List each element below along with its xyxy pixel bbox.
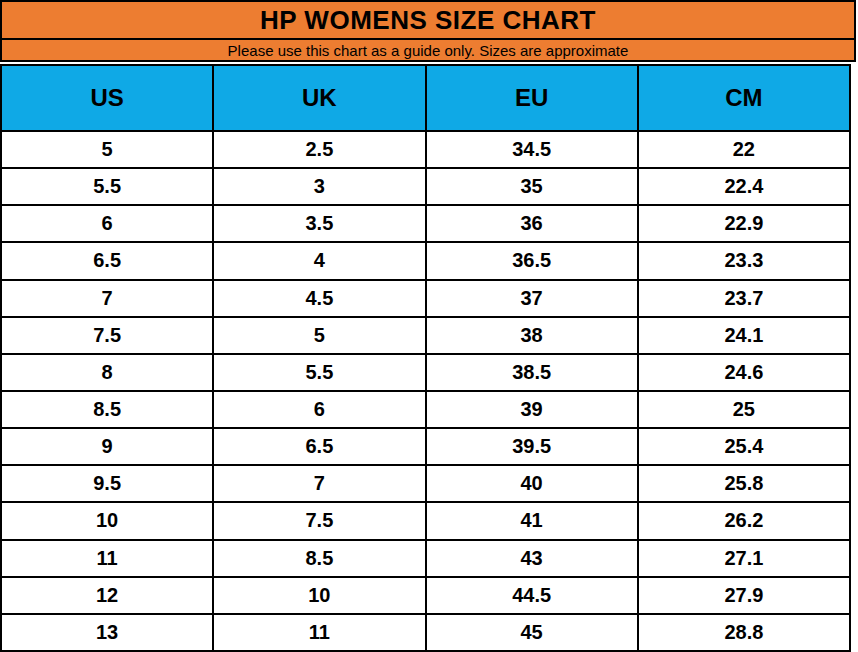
cell-cm: 25.8 [639, 466, 849, 501]
cell-eu: 35 [427, 169, 639, 204]
cell-us: 10 [2, 503, 214, 538]
table-row: 7 4.5 37 23.7 [2, 281, 849, 318]
table-row: 8.5 6 39 25 [2, 392, 849, 429]
cell-cm: 24.1 [639, 318, 849, 353]
cell-uk: 6 [214, 392, 426, 427]
cell-uk: 2.5 [214, 132, 426, 167]
table-row: 5.5 3 35 22.4 [2, 169, 849, 206]
cell-eu: 36 [427, 206, 639, 241]
cell-uk: 3 [214, 169, 426, 204]
cell-us: 7.5 [2, 318, 214, 353]
cell-uk: 6.5 [214, 429, 426, 464]
table-row: 5 2.5 34.5 22 [2, 132, 849, 169]
cell-cm: 23.3 [639, 243, 849, 278]
column-header-eu: EU [427, 66, 639, 130]
cell-eu: 38 [427, 318, 639, 353]
table-row: 9.5 7 40 25.8 [2, 466, 849, 503]
cell-uk: 8.5 [214, 541, 426, 576]
table-row: 10 7.5 41 26.2 [2, 503, 849, 540]
cell-uk: 5.5 [214, 355, 426, 390]
table-row: 13 11 45 28.8 [2, 615, 849, 650]
cell-us: 7 [2, 281, 214, 316]
cell-uk: 7 [214, 466, 426, 501]
size-table: US UK EU CM 5 2.5 34.5 22 5.5 3 35 22.4 … [0, 64, 851, 652]
cell-cm: 22.4 [639, 169, 849, 204]
cell-cm: 23.7 [639, 281, 849, 316]
cell-uk: 10 [214, 578, 426, 613]
cell-us: 8.5 [2, 392, 214, 427]
cell-eu: 43 [427, 541, 639, 576]
cell-eu: 40 [427, 466, 639, 501]
cell-cm: 24.6 [639, 355, 849, 390]
cell-eu: 39.5 [427, 429, 639, 464]
cell-uk: 5 [214, 318, 426, 353]
cell-cm: 26.2 [639, 503, 849, 538]
column-header-cm: CM [639, 66, 849, 130]
cell-eu: 34.5 [427, 132, 639, 167]
cell-cm: 28.8 [639, 615, 849, 650]
table-row: 6.5 4 36.5 23.3 [2, 243, 849, 280]
table-row: 7.5 5 38 24.1 [2, 318, 849, 355]
cell-eu: 38.5 [427, 355, 639, 390]
cell-uk: 4 [214, 243, 426, 278]
cell-eu: 36.5 [427, 243, 639, 278]
cell-cm: 22.9 [639, 206, 849, 241]
column-header-uk: UK [214, 66, 426, 130]
cell-eu: 41 [427, 503, 639, 538]
chart-subtitle: Please use this chart as a guide only. S… [0, 40, 856, 62]
cell-us: 5 [2, 132, 214, 167]
cell-us: 5.5 [2, 169, 214, 204]
cell-uk: 4.5 [214, 281, 426, 316]
cell-uk: 11 [214, 615, 426, 650]
column-header-us: US [2, 66, 214, 130]
cell-us: 6 [2, 206, 214, 241]
cell-cm: 22 [639, 132, 849, 167]
table-row: 9 6.5 39.5 25.4 [2, 429, 849, 466]
table-row: 11 8.5 43 27.1 [2, 541, 849, 578]
table-row: 6 3.5 36 22.9 [2, 206, 849, 243]
table-row: 8 5.5 38.5 24.6 [2, 355, 849, 392]
cell-us: 6.5 [2, 243, 214, 278]
cell-eu: 37 [427, 281, 639, 316]
cell-us: 13 [2, 615, 214, 650]
cell-us: 11 [2, 541, 214, 576]
cell-eu: 39 [427, 392, 639, 427]
chart-title: HP WOMENS SIZE CHART [0, 0, 856, 40]
cell-uk: 3.5 [214, 206, 426, 241]
table-row: 12 10 44.5 27.9 [2, 578, 849, 615]
cell-eu: 45 [427, 615, 639, 650]
header-row: US UK EU CM [2, 66, 849, 132]
cell-cm: 25.4 [639, 429, 849, 464]
size-chart: HP WOMENS SIZE CHART Please use this cha… [0, 0, 858, 652]
cell-uk: 7.5 [214, 503, 426, 538]
cell-cm: 27.9 [639, 578, 849, 613]
cell-us: 9 [2, 429, 214, 464]
cell-cm: 27.1 [639, 541, 849, 576]
cell-cm: 25 [639, 392, 849, 427]
cell-us: 12 [2, 578, 214, 613]
cell-us: 9.5 [2, 466, 214, 501]
cell-us: 8 [2, 355, 214, 390]
cell-eu: 44.5 [427, 578, 639, 613]
